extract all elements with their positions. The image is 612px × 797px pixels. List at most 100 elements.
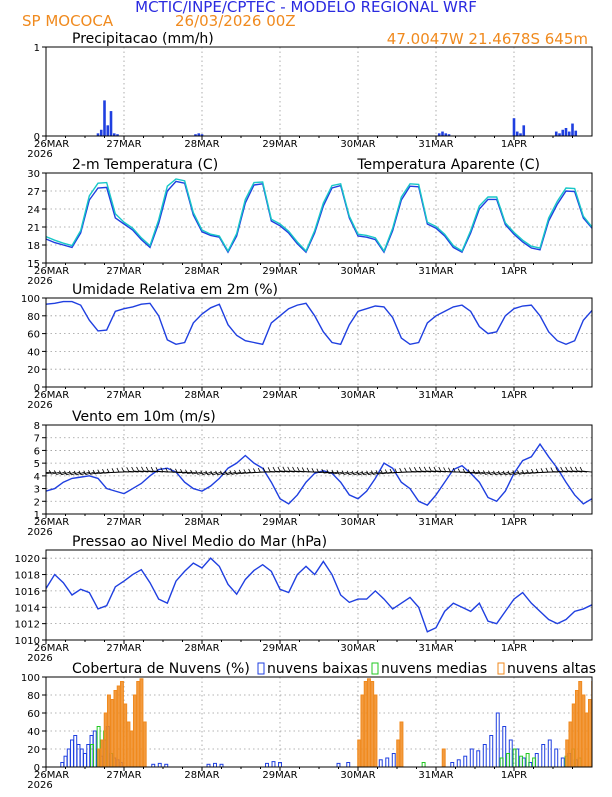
y-tick-label: 18	[27, 241, 40, 252]
x-tick-label: 31MAR	[418, 770, 453, 781]
wind-barb-flag	[347, 471, 349, 475]
y-tick-label: 2	[34, 497, 40, 508]
y-tick-label: 5	[34, 459, 40, 470]
x-tick-label: 29MAR	[262, 390, 297, 401]
x-tick-label: 31MAR	[418, 390, 453, 401]
x-tick-label: 28MAR	[184, 517, 219, 528]
cloud-bar-low	[477, 751, 480, 767]
wind-barb-flag	[580, 467, 582, 471]
cloud-bar-high	[124, 704, 127, 767]
cloud-bar-high	[585, 713, 588, 767]
precip-bar	[110, 111, 113, 136]
plot-area-wind	[34, 444, 592, 505]
cloud-bar-low	[80, 749, 83, 767]
cloud-bar-low	[457, 760, 460, 767]
y-tick-label: 100	[21, 673, 40, 684]
precip-bar	[574, 131, 577, 136]
legend-swatch	[258, 663, 264, 674]
wind-barb-flag	[307, 468, 309, 472]
cloud-bar-mid	[422, 763, 425, 768]
cloud-bar-high	[130, 731, 133, 767]
cloud-bar-low	[451, 763, 454, 768]
y-tick-label: 20	[27, 365, 40, 376]
cloud-bar-high	[566, 740, 569, 767]
panel-title-pressure: Pressao ao Nivel Medio do Mar (hPa)	[72, 534, 327, 550]
cloud-bar-high	[358, 740, 361, 767]
cloud-bar-high	[588, 700, 591, 768]
plot-area-temperature	[46, 179, 592, 252]
cloud-bar-mid	[513, 749, 516, 767]
precip-bar	[106, 125, 109, 136]
x-tick-label: 29MAR	[262, 770, 297, 781]
cloud-bar-high	[143, 722, 146, 767]
cloud-bar-low	[77, 745, 80, 768]
cloud-bar-high	[374, 695, 377, 767]
cloud-bar-high	[572, 704, 575, 767]
wind-barb-flag	[546, 468, 548, 472]
wind-barb-flag	[122, 468, 124, 472]
x-tick-label: 28MAR	[184, 139, 219, 150]
x-tick-label: 27MAR	[106, 517, 141, 528]
cloud-bar-low	[337, 763, 340, 767]
x-year-label: 2026	[27, 653, 52, 664]
cloud-bar-mid	[526, 754, 529, 768]
precip-bar	[522, 125, 525, 136]
x-tick-label: 29MAR	[262, 517, 297, 528]
precip-bar	[565, 128, 568, 136]
wind-barb-flag	[117, 468, 119, 472]
legend-entry: nuvens baixas	[267, 661, 368, 677]
y-tick-label: 40	[27, 347, 40, 358]
wind-barb-flag	[69, 471, 71, 475]
wind-barb-flag	[570, 467, 572, 471]
wind-barb-flag	[127, 467, 129, 471]
cloud-bar-high	[101, 740, 104, 767]
wind-barb-flag	[444, 467, 446, 471]
x-year-label: 2026	[27, 149, 52, 160]
legend-swatch	[372, 663, 378, 674]
cloud-bar-low	[64, 756, 67, 767]
precip-bar	[100, 130, 103, 136]
y-tick-label: 1020	[15, 554, 40, 565]
y-tick-label: 80	[27, 312, 40, 323]
wind-barb-flag	[357, 471, 359, 475]
axis-frame-pressure	[46, 550, 592, 640]
cloud-bar-mid	[91, 745, 94, 768]
cloud-bar-low	[483, 745, 486, 768]
cloud-bar-high	[111, 700, 114, 768]
precip-bar	[516, 132, 519, 136]
y-tick-label: 60	[27, 709, 40, 720]
y-tick-label: 40	[27, 727, 40, 738]
cloud-bar-low	[67, 749, 70, 767]
x-year-label: 2026	[27, 400, 52, 411]
x-tick-label: 28MAR	[184, 770, 219, 781]
wind-barb-flag	[575, 467, 577, 471]
x-tick-label: 1APR	[501, 517, 527, 528]
cloud-bar-high	[127, 722, 130, 767]
wind-barb-flag	[429, 467, 431, 471]
cloud-bar-low	[392, 754, 395, 768]
wind-barb-flag	[59, 471, 61, 475]
wind-barb-flag	[409, 467, 411, 471]
panel-title-temperature: 2-m Temperatura (C)	[72, 157, 218, 173]
wind-barb-flag	[258, 468, 260, 472]
wind-barb-flag	[405, 468, 407, 472]
x-year-label: 2026	[27, 780, 52, 791]
x-tick-label: 1APR	[501, 643, 527, 654]
x-tick-label: 29MAR	[262, 266, 297, 277]
cloud-bar-low	[561, 758, 564, 767]
cloud-bar-low	[379, 760, 382, 767]
cloud-bar-high	[582, 695, 585, 767]
legend-swatch	[498, 663, 504, 674]
wind-barb-flag	[268, 467, 270, 471]
wind-barb-flag	[424, 467, 426, 471]
cloud-bar-high	[137, 682, 140, 768]
x-tick-label: 29MAR	[262, 643, 297, 654]
cloud-bar-high	[117, 686, 120, 767]
plot-area-humidity	[46, 302, 592, 345]
cloud-bar-high	[114, 691, 117, 768]
x-tick-label: 1APR	[501, 390, 527, 401]
